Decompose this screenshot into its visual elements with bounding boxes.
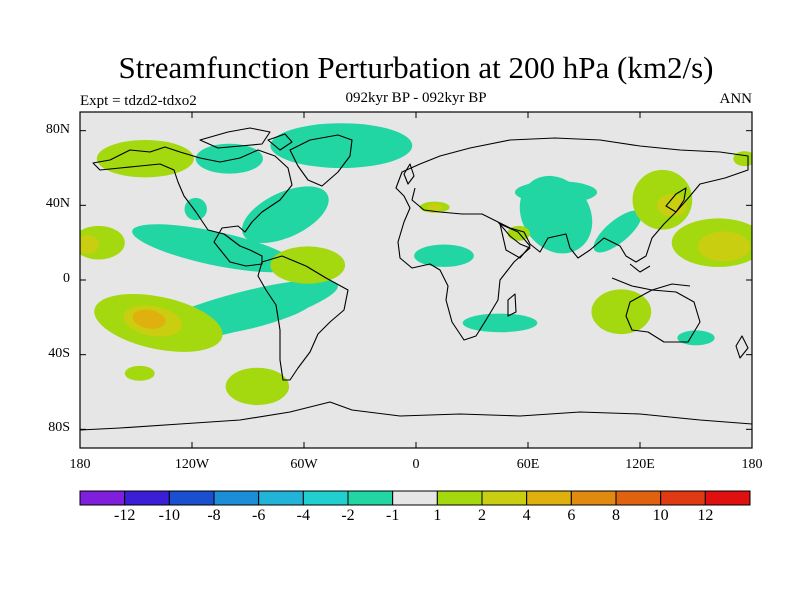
- field-region--1: [677, 330, 715, 346]
- x-tick-label: 120E: [625, 457, 655, 472]
- field-region-1: [225, 367, 290, 406]
- chart-subtitle: 092kyr BP - 092kyr BP: [345, 90, 487, 106]
- colorbar-label: 1: [433, 507, 442, 524]
- coastline-north-america: [92, 146, 293, 267]
- field-region-4: [132, 309, 166, 329]
- field-region-1: [124, 365, 155, 381]
- colorbar-label: 2: [478, 507, 486, 524]
- field-region--1: [132, 224, 297, 273]
- y-tick-label: 80N: [45, 121, 70, 137]
- colorbar-swatch: [481, 490, 528, 506]
- streamfunction-field: [80, 123, 752, 406]
- coastline-new-zealand: [735, 335, 749, 359]
- colorbar-swatch: [168, 490, 215, 506]
- experiment-label: Expt = tdzd2-tdxo2: [80, 93, 197, 109]
- coastline-uk: [403, 163, 415, 185]
- field-region-2: [80, 235, 99, 254]
- colorbar-label: 10: [652, 507, 669, 524]
- coastline-arctic-islands: [199, 127, 293, 151]
- colorbar-swatch: [79, 490, 126, 506]
- field-region--1: [414, 244, 474, 267]
- map-background: [80, 112, 752, 448]
- field-region--1: [195, 143, 263, 174]
- y-tick-label: 40S: [48, 345, 70, 361]
- coastlines: [79, 127, 753, 431]
- colorbar-swatch: [615, 490, 662, 506]
- colorbar-label: 6: [567, 507, 576, 524]
- colorbar-label: -2: [341, 507, 355, 524]
- colorbar-swatch: [213, 490, 260, 506]
- field-region--1: [270, 123, 413, 168]
- x-tick-label: 180: [69, 457, 91, 472]
- coastline-greenland: [289, 134, 353, 187]
- field-region--1: [514, 181, 598, 204]
- chart-title: Streamfunction Perturbation at 200 hPa (…: [118, 50, 714, 85]
- colorbar: [79, 490, 751, 506]
- field-region--1: [593, 210, 642, 253]
- x-tick-label: 120W: [174, 457, 210, 472]
- colorbar-label: -1: [385, 507, 400, 524]
- colorbar-label: 4: [522, 507, 531, 524]
- colorbar-swatch: [526, 490, 572, 506]
- y-tick-label: 80S: [48, 420, 70, 436]
- colorbar-label: 12: [697, 507, 714, 524]
- y-tick-label: 40N: [45, 196, 70, 212]
- field-region--1: [241, 186, 329, 243]
- colorbar-swatch: [660, 490, 706, 506]
- coastline-indonesia: [611, 263, 691, 291]
- colorbar-label: -12: [113, 507, 136, 524]
- colorbar-swatch: [392, 490, 438, 506]
- colorbar-label: -10: [158, 507, 180, 524]
- field-region-1: [96, 140, 194, 178]
- colorbar-swatch: [347, 490, 394, 506]
- x-tick-label: 60E: [516, 457, 540, 472]
- x-tick-label: 0: [412, 457, 420, 472]
- field-region--2: [203, 300, 312, 335]
- colorbar-swatch: [258, 490, 304, 506]
- colorbar-swatch: [436, 490, 483, 506]
- field-region-2: [427, 203, 443, 211]
- colorbar-swatch: [704, 490, 751, 506]
- y-tick-label: 0: [63, 271, 70, 286]
- coastline-japan: [665, 187, 687, 213]
- season-label: ANN: [719, 91, 753, 107]
- colorbar-swatch: [570, 490, 617, 506]
- axis-ticks: [79, 112, 753, 448]
- field-region-2: [656, 194, 687, 217]
- coastline-australia: [625, 289, 701, 343]
- field-region--1: [462, 313, 538, 333]
- colorbar-label: 8: [612, 507, 620, 524]
- coastline-arabia: [499, 223, 531, 259]
- colorbar-swatch: [302, 490, 349, 506]
- x-tick-label: 60W: [290, 457, 318, 472]
- coastline-south-america: [257, 255, 349, 381]
- colorbar-label: -6: [251, 507, 266, 524]
- field-region-1: [591, 289, 652, 335]
- coastline-antarctica: [79, 401, 753, 431]
- colorbar-swatch: [124, 490, 170, 506]
- coastline-eurasia-africa: [395, 137, 749, 341]
- x-tick-label: 180: [741, 457, 763, 472]
- coastline-madagascar: [507, 293, 517, 317]
- colorbar-label: -4: [296, 507, 310, 524]
- field-region-1: [270, 246, 346, 284]
- field-region-2: [697, 231, 751, 262]
- colorbar-label: -8: [207, 507, 221, 524]
